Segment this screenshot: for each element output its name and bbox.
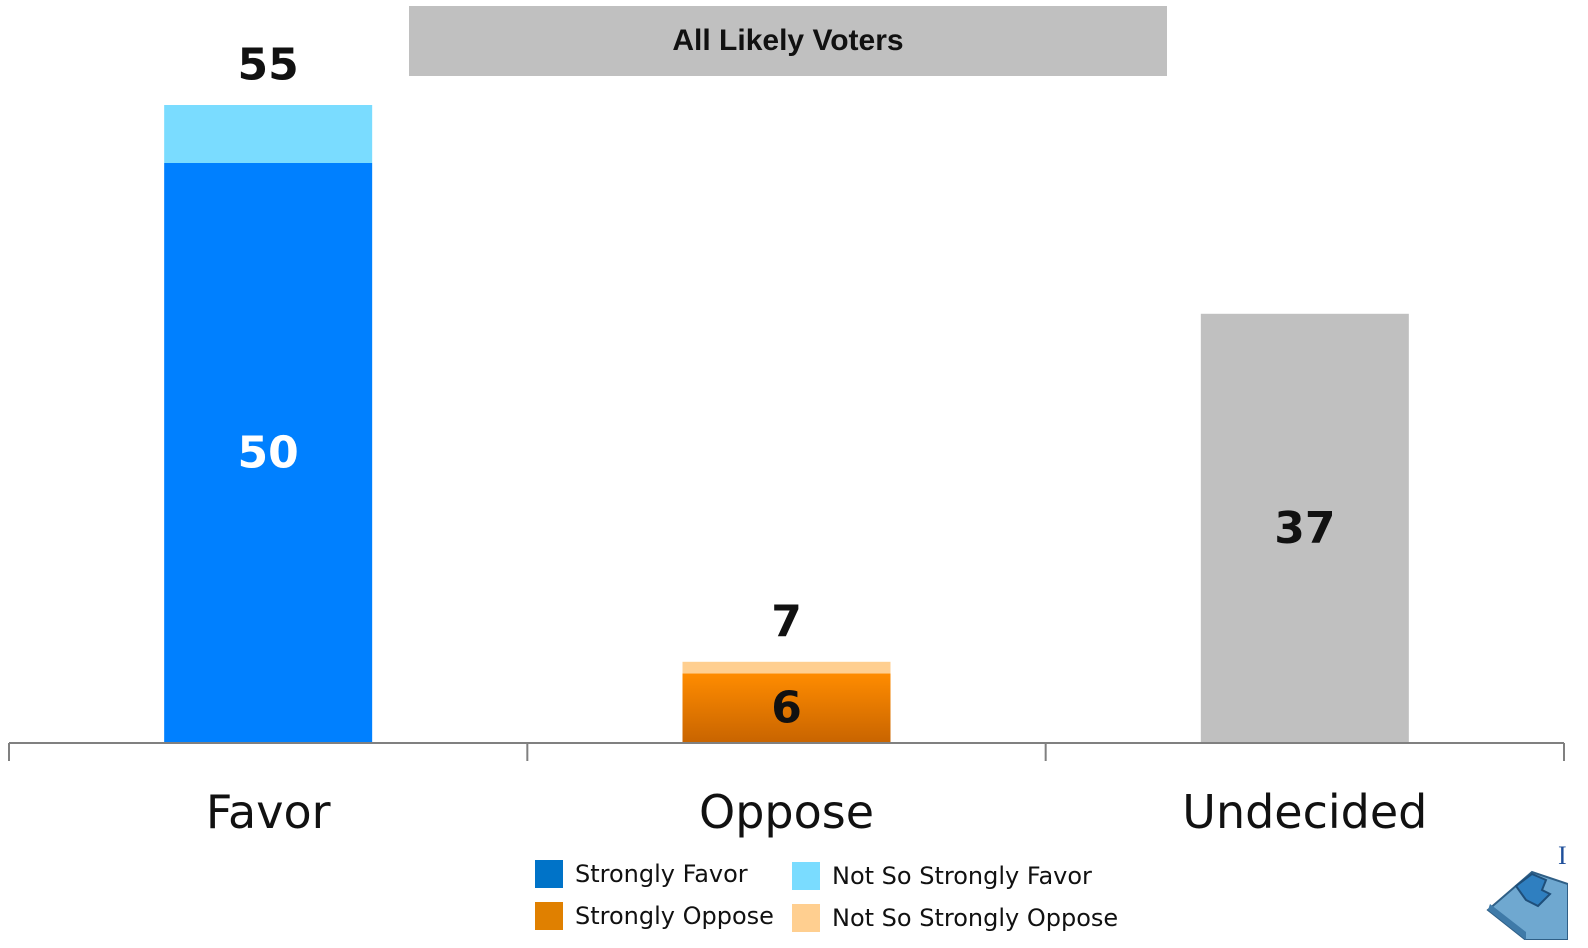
legend-item-strongly-favor: Strongly Favor xyxy=(535,860,748,888)
chart-legend: Strongly Favor Not So Strongly Favor Str… xyxy=(535,858,1155,938)
legend-label: Strongly Favor xyxy=(575,860,748,888)
data-label-favor: 50 xyxy=(238,428,299,479)
bar-oppose-strongly-oppose xyxy=(682,673,891,743)
data-label-oppose: 6 xyxy=(771,683,802,734)
total-label-favor: 55 xyxy=(238,40,299,91)
legend-swatch-strongly-oppose xyxy=(535,902,563,930)
x-tick-label-oppose: Oppose xyxy=(699,785,874,839)
legend-swatch-strongly-favor xyxy=(535,860,563,888)
data-label-undecided: 37 xyxy=(1274,503,1335,554)
logo-letter: I xyxy=(1558,846,1567,870)
bar-favor-not-so-strongly-favor xyxy=(164,105,373,163)
legend-label: Not So Strongly Favor xyxy=(832,862,1092,890)
x-tick-label-favor: Favor xyxy=(206,785,331,839)
puzzle-logo-icon: I xyxy=(1486,846,1568,940)
legend-swatch-not-so-strongly-oppose xyxy=(792,904,820,932)
x-tick-label-undecided: Undecided xyxy=(1182,785,1427,839)
legend-item-not-so-strongly-favor: Not So Strongly Favor xyxy=(792,862,1092,890)
legend-item-strongly-oppose: Strongly Oppose xyxy=(535,902,774,930)
chart-title: All Likely Voters xyxy=(409,6,1167,76)
legend-item-not-so-strongly-oppose: Not So Strongly Oppose xyxy=(792,904,1118,932)
legend-label: Strongly Oppose xyxy=(575,902,774,930)
total-label-oppose: 7 xyxy=(771,596,802,647)
legend-label: Not So Strongly Oppose xyxy=(832,904,1119,932)
bar-favor-strongly-favor xyxy=(164,163,373,743)
bar-oppose-not-so-strongly-oppose xyxy=(682,661,891,674)
legend-swatch-not-so-strongly-favor xyxy=(792,862,820,890)
bar-undecided-value xyxy=(1200,313,1409,743)
